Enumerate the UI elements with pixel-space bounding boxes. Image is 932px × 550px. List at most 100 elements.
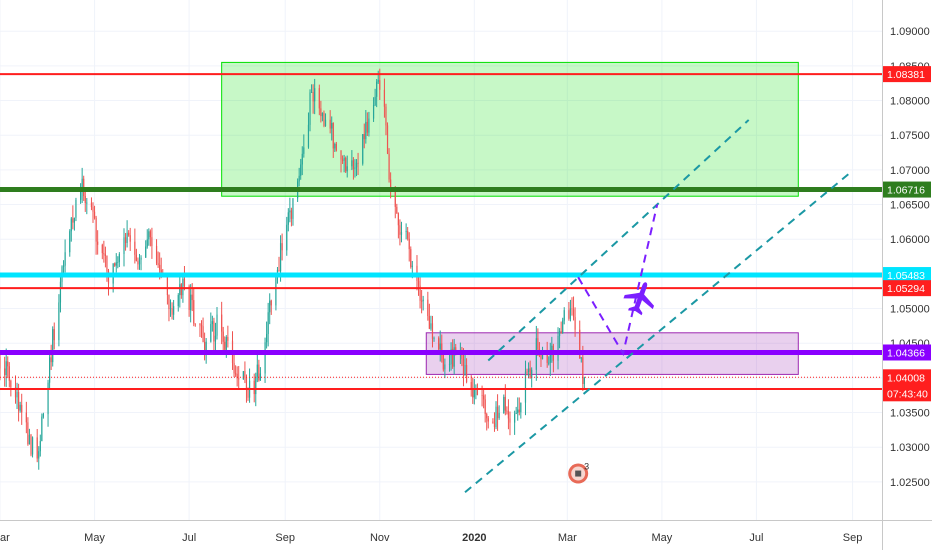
price-tag-3: 1.05483 xyxy=(887,270,925,282)
candle-body xyxy=(332,123,334,149)
candle-body xyxy=(118,254,120,262)
candle-body xyxy=(312,92,314,102)
candle-body xyxy=(365,121,367,140)
candle-body xyxy=(515,412,517,414)
candle-body xyxy=(258,364,260,381)
supply-zone[interactable] xyxy=(221,61,799,197)
price-zones[interactable] xyxy=(221,61,799,375)
candle-body xyxy=(146,239,148,247)
candle-body xyxy=(421,300,423,302)
candle-body xyxy=(496,406,499,419)
candle-body xyxy=(343,157,345,161)
candle-body xyxy=(286,224,288,251)
airplane-icon[interactable] xyxy=(620,277,660,318)
candle-body xyxy=(557,336,559,361)
candle-body xyxy=(128,232,130,236)
candle-body xyxy=(227,337,229,341)
candle-body xyxy=(444,364,446,370)
news-badge-icon[interactable]: 3 xyxy=(568,462,589,484)
candle-body xyxy=(179,284,181,296)
chart-grid xyxy=(0,0,882,520)
candle-body xyxy=(487,418,489,422)
candle-body xyxy=(526,371,528,373)
candle-body xyxy=(386,125,389,154)
candle-body xyxy=(465,365,468,383)
candle-body xyxy=(352,160,355,170)
candle-body xyxy=(504,396,506,411)
countdown-tag-bg xyxy=(883,385,931,402)
trend-lines[interactable] xyxy=(464,119,851,494)
annotations[interactable]: 3 xyxy=(568,277,660,484)
candle-body xyxy=(58,302,60,341)
candle-body xyxy=(498,413,500,419)
candle-body xyxy=(394,190,396,207)
candle-body xyxy=(379,80,381,90)
candle-body xyxy=(180,284,182,296)
candle-body xyxy=(221,314,223,332)
candle-body xyxy=(303,147,305,154)
candle-body xyxy=(563,310,565,321)
current-price-tag: 1.04008 xyxy=(887,372,925,384)
projection-path[interactable] xyxy=(577,204,659,357)
y-tick-label: 1.06000 xyxy=(890,234,930,246)
trend-line-upper[interactable] xyxy=(487,119,750,362)
candle-body xyxy=(529,368,531,378)
candle-body xyxy=(279,243,282,272)
candle-body xyxy=(114,263,116,266)
price-tag-1-bg xyxy=(883,66,931,83)
candle-body xyxy=(135,254,138,261)
horizontal-levels[interactable] xyxy=(0,73,882,390)
candle-body xyxy=(81,178,83,192)
candle-body xyxy=(582,357,584,385)
candle-body xyxy=(520,402,522,413)
candle-body xyxy=(583,377,585,385)
candle-body xyxy=(200,325,203,327)
candle-body xyxy=(39,441,41,452)
candle-body xyxy=(224,341,226,350)
candle-body xyxy=(366,121,368,133)
candle-body xyxy=(397,213,399,226)
candle-body xyxy=(275,273,277,306)
candle-body xyxy=(42,414,45,417)
candle-body xyxy=(182,278,184,296)
y-tick-label: 1.02500 xyxy=(890,477,930,489)
candle-body xyxy=(362,134,364,164)
candle-body xyxy=(190,294,192,310)
candle-body xyxy=(476,388,479,396)
candle-body xyxy=(524,371,527,403)
candle-body xyxy=(388,153,390,180)
candle-body xyxy=(507,411,510,419)
x-tick-label: Nov xyxy=(370,532,390,544)
candle-body xyxy=(346,166,348,172)
candle-body xyxy=(324,119,327,126)
candle-body xyxy=(427,299,429,317)
candle-body xyxy=(289,210,291,213)
candle-body xyxy=(104,254,107,256)
candle-body xyxy=(400,232,403,235)
candle-body xyxy=(236,373,238,379)
candle-body xyxy=(314,88,316,102)
candle-body xyxy=(149,231,151,238)
candle-body xyxy=(430,323,432,329)
candle-body xyxy=(473,389,475,398)
candle-body xyxy=(173,306,175,315)
candle-body xyxy=(292,198,294,219)
candle-body xyxy=(572,309,575,318)
candle-body xyxy=(106,255,108,272)
candle-body xyxy=(334,143,336,149)
candle-body xyxy=(307,124,310,148)
candle-body xyxy=(298,175,300,182)
candle-body xyxy=(194,323,196,325)
candle-body xyxy=(580,357,582,359)
candle-body xyxy=(177,295,179,307)
candle-body xyxy=(269,300,271,313)
projection-path-line[interactable] xyxy=(577,204,659,357)
candle-body xyxy=(321,112,324,117)
price-tag-3-bg xyxy=(883,267,931,284)
candle-body xyxy=(41,416,43,442)
candle-body xyxy=(25,412,27,423)
candle-body xyxy=(574,317,576,330)
candle-body xyxy=(506,410,508,412)
candle-body xyxy=(199,323,201,326)
